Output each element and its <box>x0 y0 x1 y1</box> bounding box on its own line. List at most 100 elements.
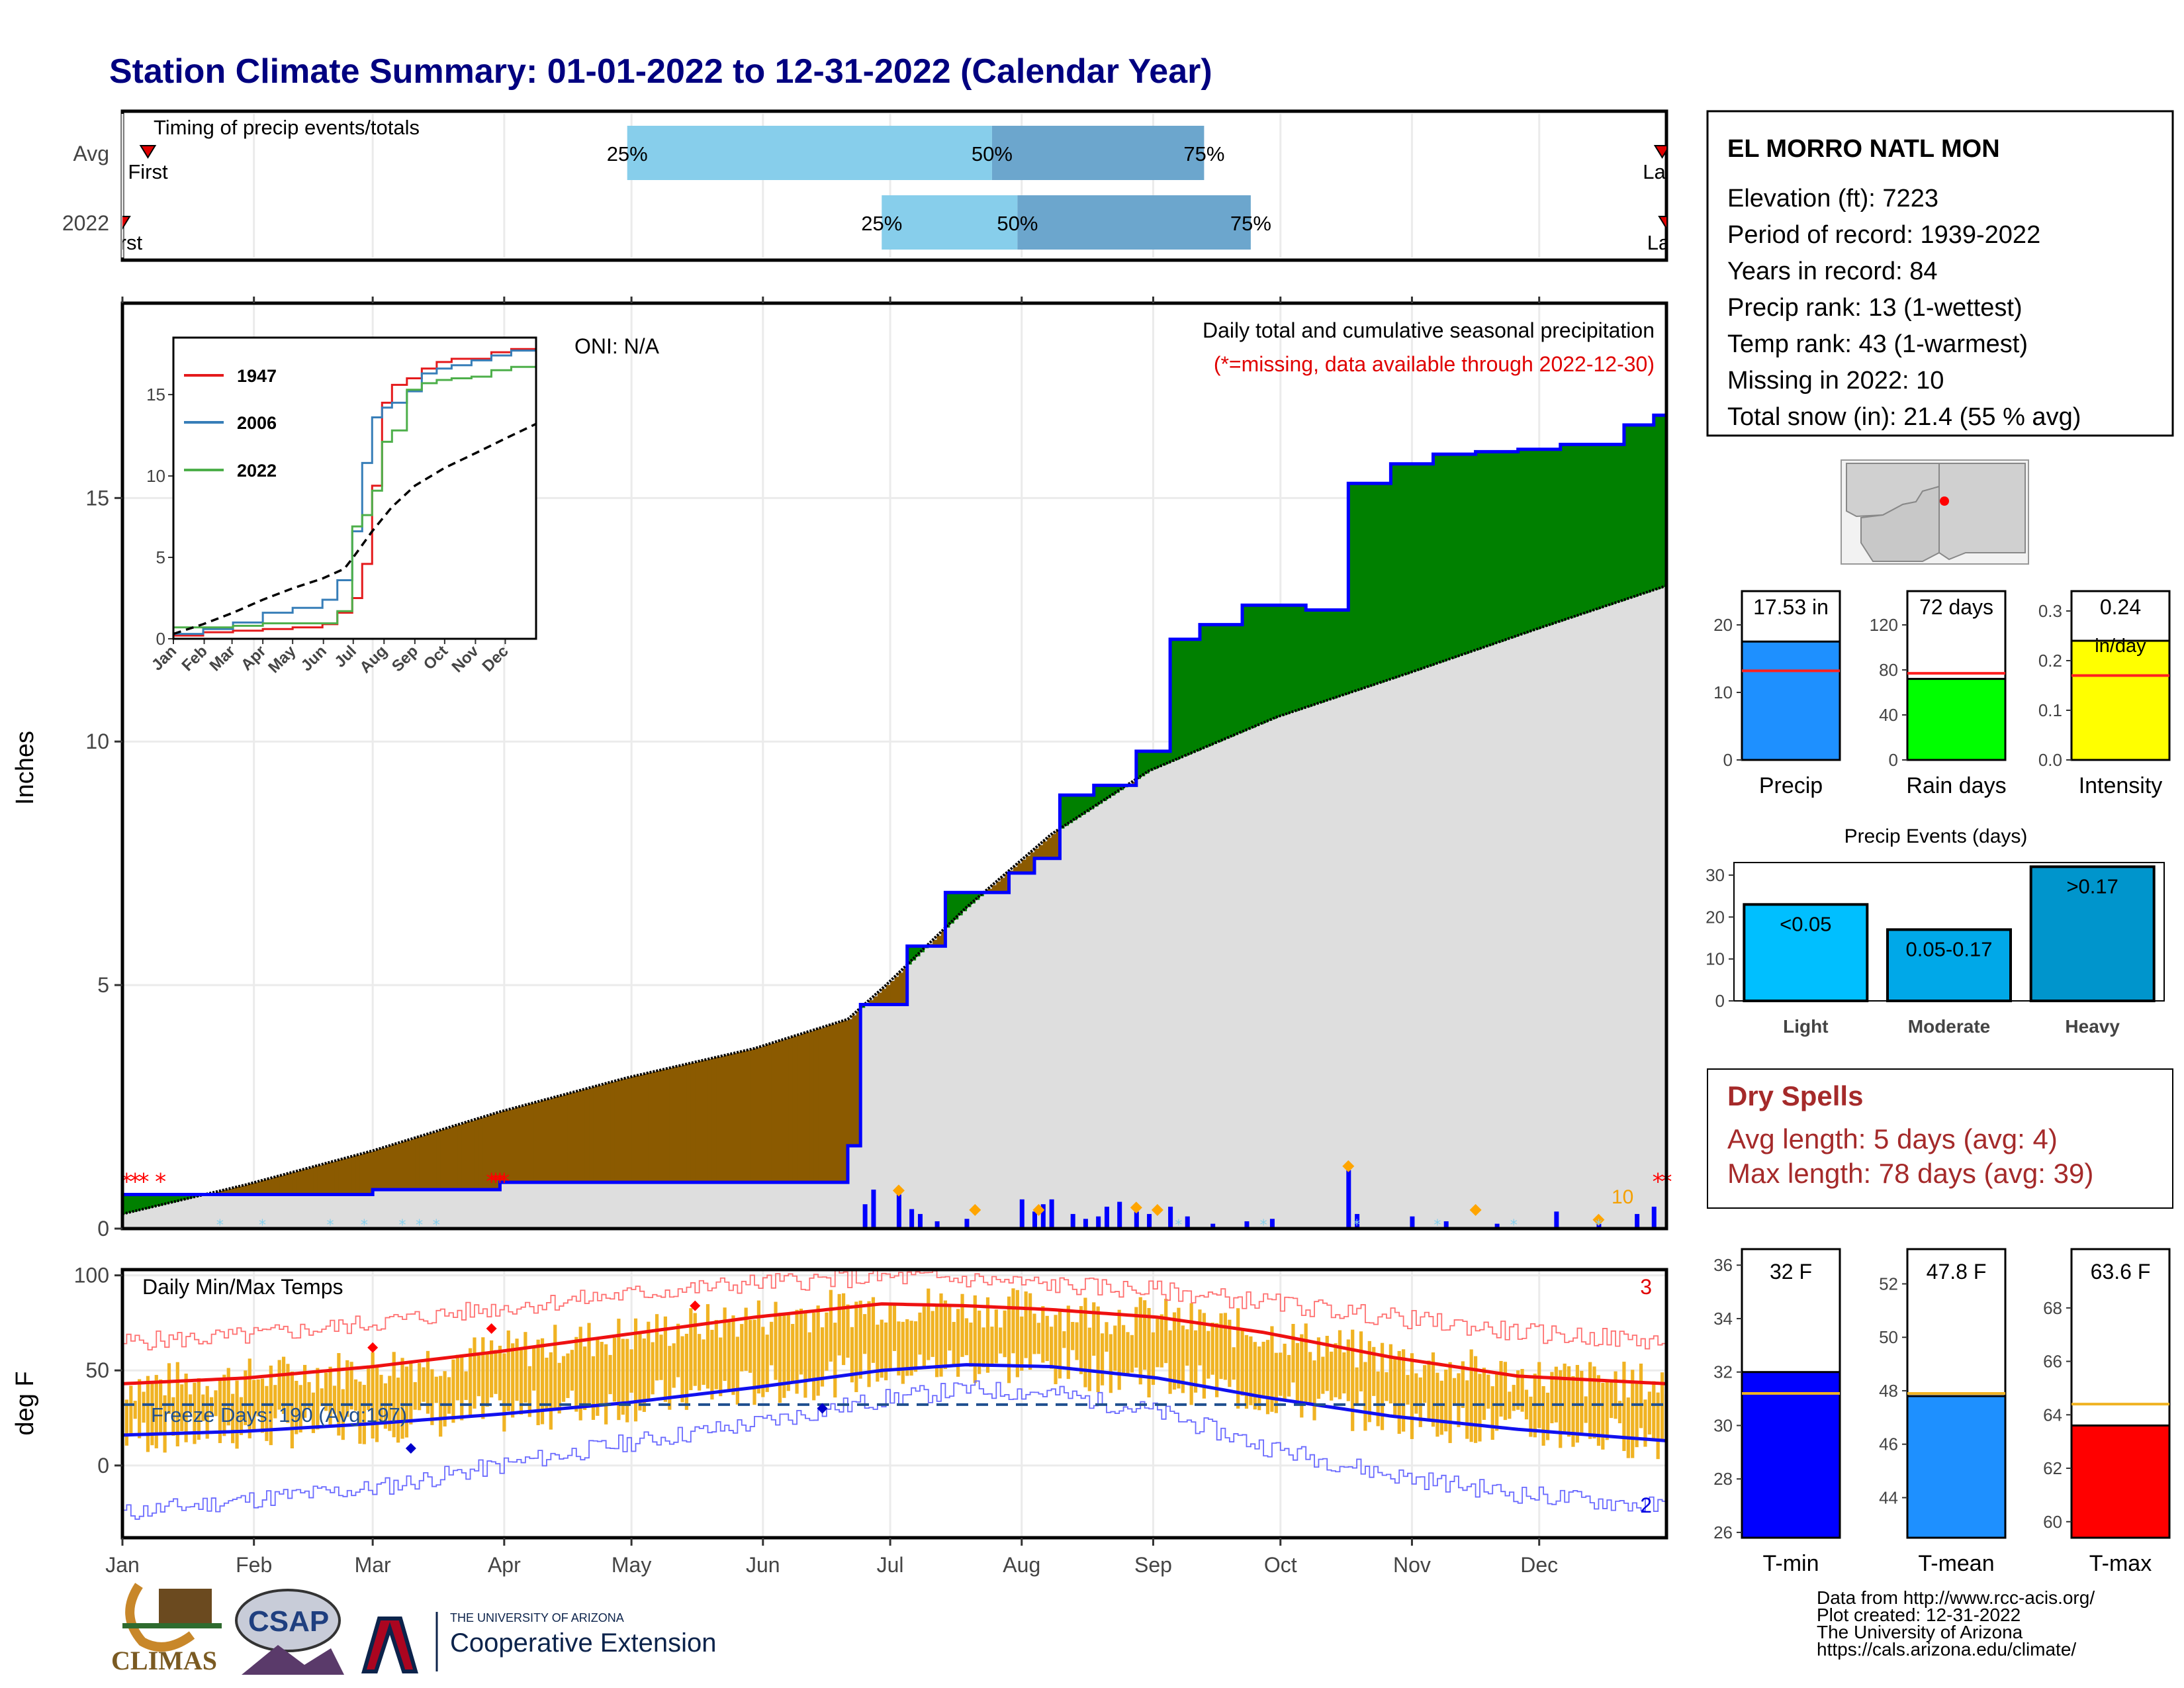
temps-daily-bar <box>756 1300 761 1394</box>
temps-daily-bar <box>286 1364 290 1423</box>
precip-diff-bar <box>1216 624 1222 743</box>
temps-daily-bar <box>727 1319 731 1389</box>
totals-ytick-label: 120 <box>1870 615 1898 635</box>
temps-daily-bar <box>1406 1375 1410 1405</box>
temps-daily-bar <box>129 1385 133 1435</box>
timing-label-25-avg: 25% <box>607 142 648 165</box>
precip-diff-bar <box>525 1105 530 1183</box>
temps-daily-bar <box>566 1353 570 1398</box>
precip-diff-bar <box>1034 849 1040 859</box>
temps-daily-bar <box>647 1321 651 1401</box>
precip-diff-bar <box>1187 639 1192 755</box>
precip-diff-bar <box>1361 483 1366 689</box>
temps-daily-bar <box>918 1312 922 1355</box>
precip-diff-bar <box>1386 483 1391 680</box>
temps-daily-bar <box>1482 1368 1486 1420</box>
precip-diff-bar <box>1602 444 1608 607</box>
precip-diff-bar <box>283 1174 289 1195</box>
temps-daily-bar <box>574 1336 578 1412</box>
precip-diff-bar <box>1234 624 1239 735</box>
temps-daily-bar <box>1567 1366 1571 1437</box>
temps-daily-bar <box>214 1390 218 1417</box>
temps-daily-bar <box>252 1380 256 1431</box>
climas-text: CLIMAS <box>111 1646 217 1675</box>
precip-diff-bar <box>1144 751 1150 774</box>
precip-snow-marker: * <box>399 1217 406 1234</box>
temps-ytick-label-100: 100 <box>74 1264 109 1288</box>
temps-daily-bar <box>396 1378 400 1443</box>
timing-label-50-avg: 50% <box>972 142 1013 165</box>
temps-daily-bar <box>1096 1306 1100 1393</box>
station-line-snow: Total snow (in): 21.4 (55 % avg) <box>1727 403 2081 431</box>
station-line-elevation: Elevation (ft): 7223 <box>1727 185 1938 212</box>
temps-ytick-label-0: 0 <box>97 1454 109 1477</box>
precip-diff-bar <box>1000 878 1005 893</box>
climas-ground-icon <box>122 1623 222 1628</box>
precip-diff-bar <box>517 1107 522 1183</box>
precip-diff-bar <box>882 988 887 1005</box>
temps-daily-bar <box>328 1366 332 1428</box>
precip-average-line <box>122 584 1666 1215</box>
temps-daily-bar <box>511 1343 515 1418</box>
precip-y-label: Inches <box>11 731 39 805</box>
precip-diff-bar <box>169 1194 174 1203</box>
tempbar-value-t-mean: 47.8 F <box>1927 1260 1987 1284</box>
timing-first-marker-2022 <box>122 216 131 230</box>
temps-daily-bar <box>540 1338 545 1425</box>
record-high-count: 3 <box>1640 1275 1652 1299</box>
temps-daily-bar <box>689 1308 693 1391</box>
temps-daily-bar <box>1126 1332 1130 1376</box>
temps-daily-bar <box>735 1336 739 1405</box>
inset-background <box>173 338 536 639</box>
temps-daily-bar <box>698 1334 702 1391</box>
temps-daily-bar <box>1279 1352 1283 1396</box>
temps-daily-bar <box>591 1356 596 1420</box>
totals-ytick-label: 20 <box>1713 615 1733 635</box>
precip-diff-bar <box>831 1024 836 1183</box>
temps-daily-bar <box>311 1392 316 1433</box>
precip-diff-bar <box>385 1147 390 1190</box>
precip-diff-bar <box>292 1172 297 1195</box>
temps-daily-bar <box>159 1379 163 1434</box>
temps-daily-bar <box>468 1348 473 1417</box>
precip-snow-marker: * <box>361 1217 368 1234</box>
precip-diff-bar <box>1271 605 1277 720</box>
tempbar-ytick-label: 48 <box>1879 1381 1898 1401</box>
precip-diff-bar <box>792 1036 797 1183</box>
timing-bar-25-50-avg <box>627 126 992 180</box>
precip-diff-bar <box>253 1182 259 1195</box>
timing-bar-50-75-2022 <box>1017 195 1251 250</box>
precip-diff-bar <box>682 1064 688 1183</box>
totals-ytick-label: 0 <box>1889 750 1898 770</box>
temps-daily-bar <box>901 1321 905 1384</box>
precip-diff-bar <box>674 1066 679 1183</box>
precip-diff-bar <box>1479 451 1484 649</box>
temps-daily-bar <box>1105 1322 1109 1352</box>
temps-daily-bar <box>1431 1352 1435 1427</box>
temps-daily-bar <box>943 1300 948 1370</box>
temps-daily-bar <box>1397 1350 1401 1434</box>
precip-diff-bar <box>1250 605 1255 728</box>
temps-daily-bar <box>1473 1356 1478 1443</box>
precip-diff-bar <box>241 1186 246 1195</box>
temps-daily-bar <box>1206 1331 1210 1379</box>
station-name: EL MORRO NATL MON <box>1727 135 2000 163</box>
precip-diff-bar <box>1191 639 1197 753</box>
temps-daily-bar <box>422 1367 426 1402</box>
precip-diff-bar <box>746 1050 751 1183</box>
temps-daily-bar <box>362 1385 366 1444</box>
precip-diff-bar <box>903 968 908 1005</box>
temps-daily-bar <box>892 1303 897 1351</box>
temps-record-high-marker <box>486 1323 497 1335</box>
month-label-sep: Sep <box>1134 1553 1172 1577</box>
precip-missing-marker: * <box>138 1168 150 1195</box>
precip-diff-bar <box>1060 795 1065 829</box>
precip-diff-bar <box>669 1068 674 1183</box>
precip-ytick-label-5: 5 <box>97 973 109 997</box>
temps-record-high-marker <box>367 1342 379 1353</box>
temps-daily-bar <box>948 1307 952 1351</box>
precip-snow-marker: * <box>327 1217 334 1234</box>
precip-diff-bar <box>1637 424 1642 596</box>
temps-daily-bar <box>1529 1396 1533 1437</box>
precip-diff-bar <box>466 1122 471 1190</box>
